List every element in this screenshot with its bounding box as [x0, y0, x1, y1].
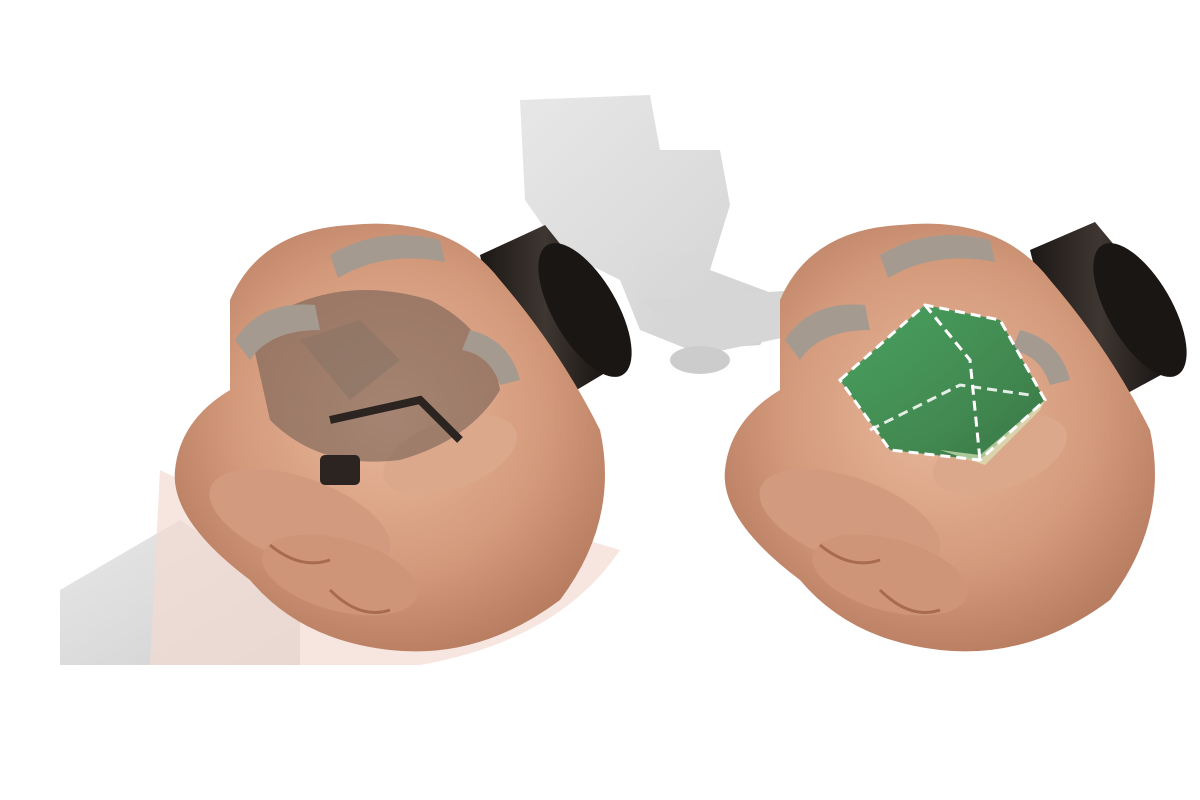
right-hand-panel	[724, 222, 1187, 652]
left-hand-panel	[150, 223, 632, 665]
green-tracked-region	[837, 303, 1047, 465]
left-straps	[235, 235, 520, 385]
left-exoskeleton-frame	[250, 290, 500, 485]
right-straps	[785, 235, 1070, 385]
